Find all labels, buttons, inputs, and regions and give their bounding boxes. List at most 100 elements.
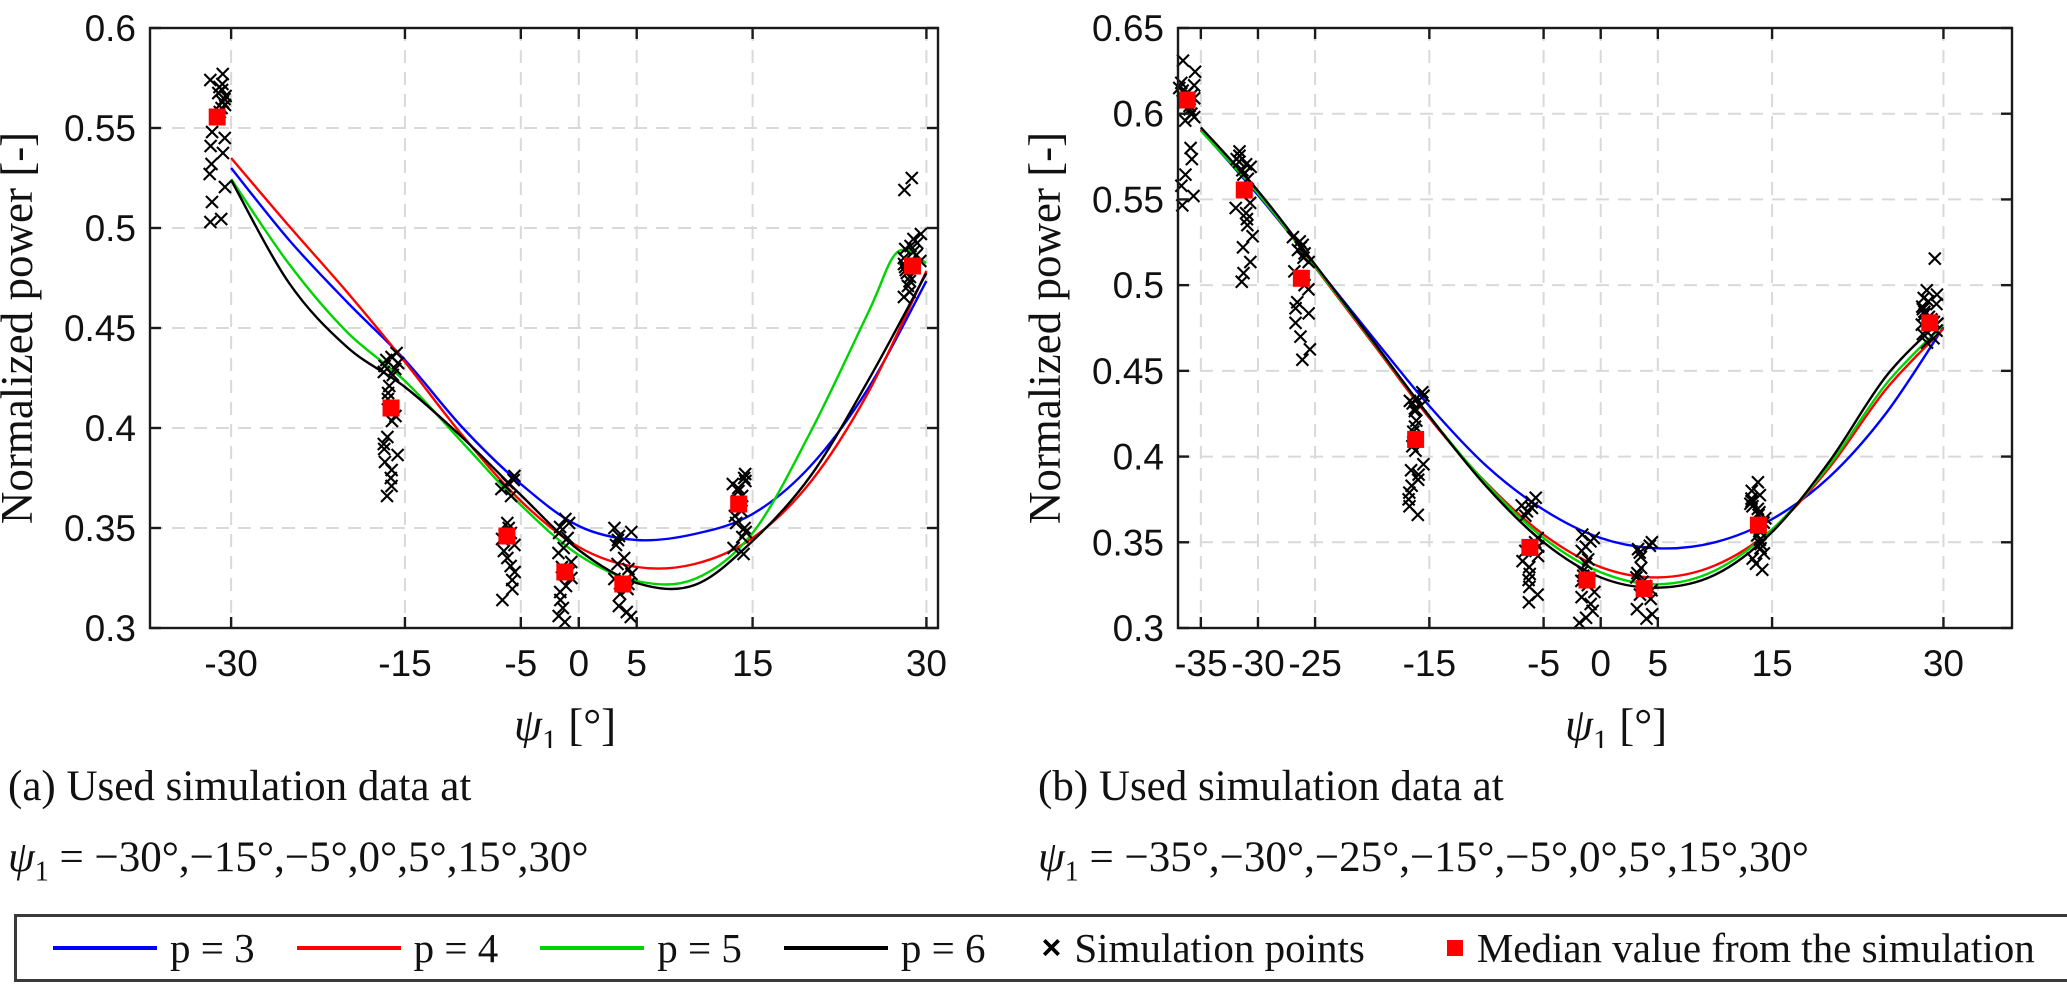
sim-point-x-icon [1178, 167, 1193, 182]
legend-label-p6: p = 6 [900, 925, 986, 971]
x-tick-label: 30 [906, 643, 947, 684]
sim-point-x-icon [1751, 475, 1765, 490]
sim-point-x-icon [218, 131, 232, 145]
median-square [1521, 538, 1539, 556]
sim-point-x-icon [1187, 110, 1201, 124]
sim-point-x-icon [205, 125, 219, 139]
sim-point-x-icon [505, 582, 520, 596]
sim-point-x-icon [1581, 552, 1595, 567]
sim-point-x-icon [1188, 64, 1202, 79]
sim-point-x-icon [1243, 196, 1257, 210]
sim-point-x-icon [914, 227, 928, 241]
sim-point-x-icon [1301, 306, 1316, 321]
median-markers [1178, 91, 1939, 598]
sim-point-x-icon [1411, 467, 1426, 482]
sim-point-x-icon [381, 386, 395, 400]
fit-curves [1199, 126, 1945, 589]
sim-point-x-icon [1416, 457, 1431, 472]
sim-point-x-icon [1416, 388, 1431, 403]
sim-point-x-icon [624, 610, 638, 624]
median-square [730, 495, 748, 513]
sim-point-x-icon [726, 541, 741, 555]
sim-point-x-icon [1288, 316, 1303, 330]
sim-point-x-icon [1920, 335, 1934, 350]
y-tick-label: 0.4 [85, 408, 136, 449]
median-square [1635, 580, 1653, 598]
curve-p6 [1199, 126, 1945, 589]
gridlines [150, 27, 938, 629]
median-square [1235, 181, 1253, 199]
y-tick-label: 0.4 [1113, 437, 1164, 478]
sim-point-x-icon [560, 531, 575, 545]
median-square [1921, 314, 1939, 332]
sim-point-x-icon [1929, 297, 1944, 311]
plot-a: -30 -15 -5 0 5 15 30 0.3 0.35 0.4 0.45 0.5 0.55 0.6 ψ1… [0, 8, 947, 748]
sim-point-x-icon [218, 180, 232, 194]
median-square [1178, 91, 1196, 109]
sim-point-x-icon [216, 67, 230, 81]
sim-point-x-icon [1293, 329, 1308, 344]
x-tick-label: -15 [378, 643, 431, 684]
sim-point-x-icon [609, 538, 623, 552]
y-tick-label: 0.35 [64, 508, 136, 549]
fit-curves [230, 157, 928, 591]
sim-point-x-icon [1236, 240, 1250, 255]
legend: p = 3 p = 4 p = 5 p = 6 × Simulation points Me… [14, 914, 2067, 982]
sim-point-x-icon [1408, 401, 1422, 416]
sim-point-x-icon [1301, 255, 1316, 269]
sim-point-x-icon [1579, 556, 1593, 571]
legend-line-icon-p6 [783, 946, 888, 950]
x-tick-label: 15 [732, 643, 773, 684]
sim-point-x-icon [610, 557, 625, 571]
sim-point-x-icon [1186, 189, 1201, 203]
caption-b: (b) Used simulation data at ψ1 = −35°,−3… [1038, 762, 2048, 889]
sim-point-x-icon [380, 489, 394, 503]
sim-point-x-icon [558, 615, 572, 629]
legend-item-p6: p = 6 [783, 924, 1028, 972]
sim-point-x-icon [494, 482, 509, 496]
x-tick-label: 30 [1923, 643, 1964, 684]
sim-point-x-icon [1755, 562, 1770, 577]
sim-point-x-icon [503, 559, 518, 573]
plot-b: -35 -30 -25 -15 -5 0 5 15 30 0.3 0.35 0.4 0.45 0.5 0.5… [1020, 8, 2014, 748]
legend-item-p3: p = 3 [53, 924, 297, 972]
caption-b-line2: ψ1 = −35°,−30°,−25°,−15°,−5°,0°,5°,15°,3… [1038, 834, 1809, 888]
sim-point-x-icon [1245, 229, 1260, 244]
sim-point-x-icon [1757, 546, 1771, 561]
sim-point-x-icon [737, 471, 751, 485]
sim-point-x-icon [203, 139, 218, 153]
legend-label-p5: p = 5 [657, 925, 742, 971]
caption-a-line2: ψ1 = −30°,−15°,−5°,0°,5°,15°,30° [8, 834, 589, 888]
sim-point-x-icon [1630, 566, 1645, 580]
x-axis-label: ψ1 [°] [514, 700, 616, 748]
y-tick-label: 0.3 [1113, 608, 1164, 649]
legend-median-square-icon [1446, 940, 1463, 956]
sim-point-x-icon [500, 551, 515, 565]
sim-point-x-icon [1286, 230, 1300, 244]
median-square [556, 563, 574, 581]
tick-labels: -35 -30 -25 -15 -5 0 5 15 30 0.3 0.35 0.4 0.45 0.5 0.5… [1092, 8, 1964, 684]
sim-point-x-icon [553, 593, 568, 607]
sim-point-x-icon [1291, 243, 1305, 257]
sim-point-x-icon [1240, 218, 1255, 232]
sim-point-x-icon [562, 516, 576, 530]
x-tick-label: -15 [1403, 643, 1456, 684]
sim-point-x-icon [1926, 331, 1941, 346]
sim-point-x-icon [552, 526, 566, 540]
legend-label-sim: Simulation points [1074, 925, 1365, 971]
sim-point-x-icon [612, 599, 626, 613]
sim-point-x-icon [205, 195, 219, 209]
y-tick-label: 0.45 [64, 308, 136, 349]
sim-point-x-icon [500, 516, 515, 530]
tick-labels: -30 -15 -5 0 5 15 30 0.3 0.35 0.4 0.45 0.5 0.55 0.6 [64, 8, 947, 684]
caption-b-line1: (b) Used simulation data at [1038, 763, 1504, 810]
legend-item-p4: p = 4 [296, 924, 541, 972]
sim-point-x-icon [1411, 508, 1425, 522]
legend-item-median: Median value from the simulation [1446, 924, 2067, 972]
x-tick-label: -5 [504, 643, 537, 684]
sim-point-x-icon [556, 601, 570, 615]
y-tick-label: 0.6 [85, 8, 136, 49]
sim-point-x-icon [380, 430, 395, 444]
y-tick-label: 0.55 [1092, 179, 1164, 220]
